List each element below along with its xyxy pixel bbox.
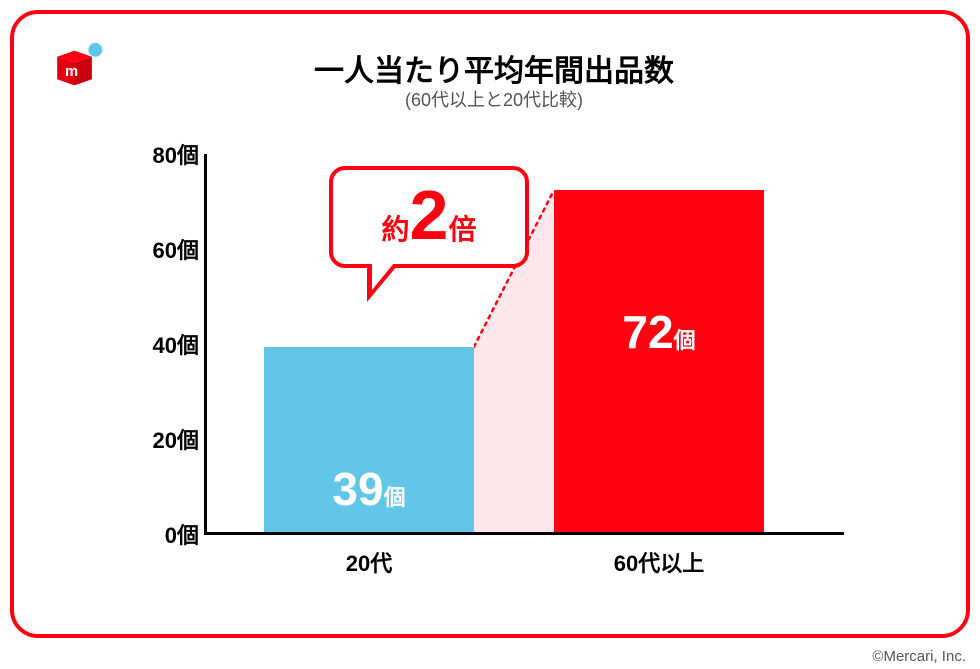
x-axis [204,532,844,535]
x-category-label: 60代以上 [614,546,704,578]
bar-value-label: 39個 [264,462,474,516]
copyright-text: ©Mercari, Inc. [872,648,966,665]
chart-title: 一人当たり平均年間出品数 [14,46,974,90]
card-frame: m 一人当たり平均年間出品数 (60代以上と20代比較) 0個20個40個60個… [10,10,970,638]
y-tick-label: 20個 [124,423,199,455]
x-category-label: 20代 [346,546,392,578]
bar-chart: 0個20個40個60個80個39個20代72個60代以上約2倍 [134,154,854,534]
bar-0: 39個 [264,347,474,532]
y-tick-label: 60個 [124,233,199,265]
y-tick-label: 0個 [124,518,199,550]
y-axis [204,154,207,534]
y-tick-label: 80個 [124,138,199,170]
bar-1: 72個 [554,190,764,532]
chart-subtitle: (60代以上と20代比較) [14,86,974,112]
callout-bubble: 約2倍 [329,166,529,268]
bar-value-label: 72個 [554,305,764,359]
y-tick-label: 40個 [124,328,199,360]
